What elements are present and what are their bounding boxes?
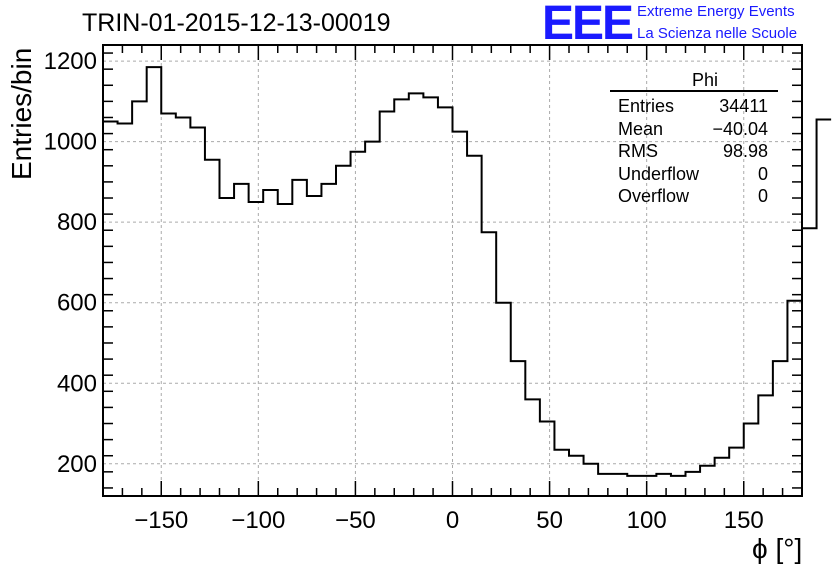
- x-tick-label: 50: [536, 507, 563, 534]
- stats-label: RMS: [618, 141, 658, 161]
- x-axis-label: ϕ [°]: [752, 533, 803, 564]
- stats-divider: [610, 90, 778, 92]
- stats-value: 98.98: [722, 141, 768, 161]
- stats-label: Mean: [618, 118, 664, 139]
- y-axis-label: Entries/bin: [6, 47, 37, 180]
- y-tick-label: 600: [57, 290, 97, 317]
- x-tick-label: 0: [446, 507, 459, 534]
- x-tick-label: −100: [231, 507, 285, 534]
- y-tick-label: 800: [57, 209, 97, 236]
- y-tick-label: 1000: [44, 129, 97, 156]
- logo-subtitle-line2: La Scienza nelle Scuole: [637, 25, 798, 42]
- grid-lines: [103, 45, 802, 496]
- axis-ticks: [102, 45, 803, 496]
- tick-labels: −150 −100 −50 0 50 100 150 200 400 600 800 1000 1200: [44, 48, 764, 534]
- stats-label: Overflow: [618, 186, 690, 206]
- eee-logo: EEE: [542, 0, 634, 50]
- stats-title: Phi: [691, 70, 718, 90]
- stats-row-rms: RMS 98.98: [610, 140, 778, 163]
- stats-label: Entries: [618, 96, 675, 116]
- y-tick-label: 400: [57, 370, 97, 397]
- y-tick-label: 200: [57, 451, 97, 478]
- stats-value: 34411: [719, 96, 768, 116]
- stats-value: 0: [757, 163, 768, 184]
- histogram-series-line: [103, 66, 832, 477]
- y-tick-label: 1200: [44, 48, 97, 75]
- stats-row-overflow: Overflow 0: [610, 185, 778, 208]
- stats-row-mean: Mean −40.04: [610, 118, 778, 141]
- stats-box: Phi Entries 34411 Mean −40.04 RMS 98.98 Und…: [610, 70, 778, 208]
- logo-subtitle-line1: Extreme Energy Events: [637, 3, 795, 20]
- stats-value: 0: [757, 186, 768, 206]
- x-tick-label: 100: [627, 507, 667, 534]
- stats-value: −40.04: [712, 118, 768, 139]
- x-tick-label: 150: [724, 507, 764, 534]
- x-tick-label: −150: [134, 507, 188, 534]
- stats-label: Underflow: [618, 163, 700, 184]
- stats-row-underflow: Underflow 0: [610, 163, 778, 186]
- run-title: TRIN-01-2015-12-13-00019: [82, 9, 391, 37]
- stats-row-entries: Entries 34411: [610, 95, 778, 118]
- x-tick-label: −50: [335, 507, 376, 534]
